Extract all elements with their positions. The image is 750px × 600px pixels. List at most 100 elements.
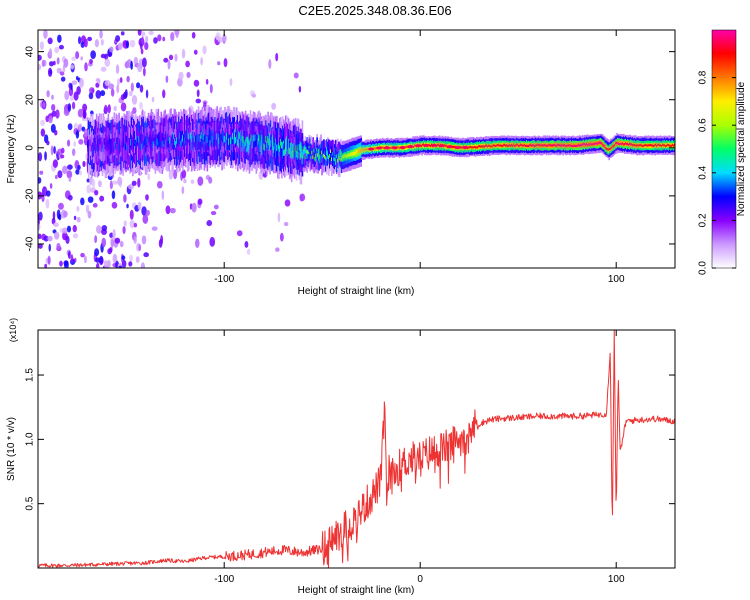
spectrogram-ridge-cell [96,145,99,152]
spectrogram-ridge-cell [149,140,152,148]
spectrogram-ridge-cell [265,138,267,154]
spectrogram-ridge-cell [266,133,268,149]
spectrogram-noise-point [293,72,299,79]
spectrogram-ridge-cell [176,137,178,144]
spectrogram-ridge-cell [589,142,592,145]
spectrogram-ridge-cell [654,143,657,147]
spectrogram-ridge-cell [616,141,618,145]
spectrogram-noise-point [181,186,185,195]
spectrogram-ridge-cell [125,134,127,150]
spectrogram-noise-point [112,229,116,239]
spectrogram-ridge-cell [298,144,301,151]
spectrogram-ridge-cell [158,131,161,147]
spectrogram-ridge-cell [534,144,537,147]
spectrogram-ridge-cell [582,143,585,146]
spectrogram-noise-point [119,77,123,84]
spectrogram-ridge-cell [116,137,118,144]
spectrogram-noise-point [38,54,42,61]
spectrogram-noise-point [197,198,203,205]
spectrogram-noise-point [196,89,200,98]
spectrogram-ridge-cell [508,144,510,147]
spectrogram-ridge-cell [437,143,440,146]
spectrogram-ridge-cell [311,151,314,160]
spectrogram-ridge-cell [283,143,285,151]
spectrogram-ridge-cell [636,144,639,147]
spectrogram-ridge-cell [314,157,316,161]
spectrogram-ridge-cell [215,134,217,142]
spectrogram-ytick-label: 0 [25,145,36,151]
spectrogram-ridge-cell [220,134,222,151]
spectrogram-ridge-cell [662,143,664,147]
spectrogram-ridge-cell [219,133,221,149]
spectrogram-noise-point [58,44,64,50]
spectrogram-ytick-label: -20 [25,188,36,203]
spectrogram-ridge-cell [565,144,567,148]
spectrogram-ridge-cell [285,143,288,150]
spectrogram-ridge-cell [507,144,510,148]
spectrogram-noise-point [236,230,243,237]
spectrogram-ridge-cell [115,133,118,149]
spectrogram-ridge-cell [162,140,165,148]
spectrogram-ridge-cell [247,138,250,154]
spectrogram-ridge-cell [362,149,364,152]
spectrogram-noise-point [46,90,50,98]
spectrogram-ridge-cell [299,141,302,157]
spectrogram-noise-point [137,201,142,211]
spectrogram-noise-point [139,101,143,110]
spectrogram-noise-point [95,78,101,83]
spectrogram-ridge-cell [126,135,128,143]
spectrogram-ridge-cell [283,141,286,157]
spectrogram-ridge-cell [329,152,331,169]
spectrogram-ridge-cell [572,144,574,147]
spectrogram-ridge-cell [645,143,648,147]
spectrogram-ridge-cell [185,137,187,145]
spectrogram-ridge-cell [185,133,188,150]
colorbar-gradient [711,29,737,269]
spectrogram-ridge-cell [363,148,365,151]
spectrogram-noise-point [205,78,209,85]
spectrogram-noise-point [100,90,106,97]
spectrogram-ridge-cell [548,143,551,146]
spectrogram-noise-point [98,180,102,188]
spectrogram-ridge-cell [606,147,608,151]
spectrogram-ridge-cell [326,157,328,161]
spectrogram-ridge-cell [245,141,248,149]
spectrogram-noise-point [82,109,87,120]
spectrogram-noise-point [165,75,169,83]
spectrogram-ridge-cell [256,134,259,142]
spectrogram-ridge-cell [552,144,555,147]
spectrogram-noise-point [107,104,111,114]
spectrogram-noise-point [87,36,93,42]
spectrogram-ridge-cell [593,142,596,145]
spectrogram-noise-point [80,56,83,61]
spectrogram-noise-point [142,67,146,77]
spectrogram-ridge-cell [269,144,271,151]
spectrogram-ridge-cell [294,144,297,152]
spectrogram-noise-point [84,62,88,72]
spectrogram-ridge-cell [336,158,339,163]
spectrogram-ridge-cell [491,145,494,148]
spectrogram-noise-point [41,194,45,203]
spectrogram-ridge-cell [90,134,93,150]
spectrogram-ridge-cell [264,144,266,151]
spectrogram-ridge-cell [471,146,473,149]
spectrogram-ridge-cell [435,145,438,148]
spectrogram-noise-point [244,240,249,248]
spectrogram-ridge-cell [486,145,489,148]
spectrogram-noise-point [206,220,213,227]
spectrogram-ridge-cell [357,149,360,154]
spectrogram-ridge-cell [168,140,170,148]
spectrogram-ridge-cell [341,155,344,160]
spectrogram-ridge-cell [520,143,522,146]
spectrogram-noise-point [129,39,136,48]
spectrogram-ridge-cell [624,143,626,146]
spectrogram-ridge-cell [176,129,178,145]
spectrogram-noise-point [173,169,178,180]
spectrogram-noise-point [39,41,44,51]
spectrogram-ridge-cell [122,142,124,150]
spectrogram-ridge-cell [490,145,493,148]
spectrogram-noise-point [100,38,104,46]
spectrogram-noise-point [112,253,118,264]
spectrogram-ridge-cell [249,138,252,145]
spectrogram-ridge-cell [244,139,247,146]
